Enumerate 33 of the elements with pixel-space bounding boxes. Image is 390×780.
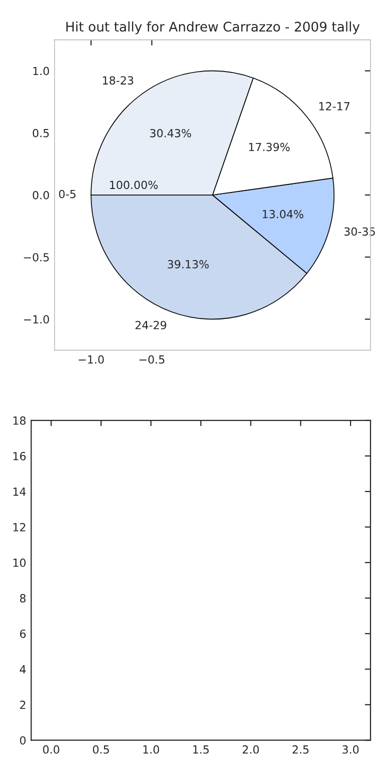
y-tick-label: 16	[13, 452, 26, 460]
y-tick-label: 2	[20, 700, 26, 709]
x-tick-label: 2.5	[292, 745, 309, 754]
y-tick-label: 18	[13, 416, 26, 425]
x-tick-label: 1.5	[193, 745, 209, 754]
x-tick-label: 0.0	[43, 745, 60, 754]
annotation: 100.00%	[110, 180, 158, 190]
slice-label: 12-17	[319, 102, 350, 110]
y-tick-label: 0.0	[32, 190, 49, 200]
y-tick-label: −1.0	[24, 315, 49, 324]
y-tick-label: 10	[13, 558, 26, 567]
y-tick-label: 14	[13, 488, 26, 496]
slice-label: 18-23	[103, 76, 134, 85]
y-tick-label: −0.5	[24, 253, 49, 262]
data-label: 30.43%	[150, 128, 192, 138]
chart-title: Hit out tally for Andrew Carrazzo - 2009 tally	[66, 21, 360, 34]
data-label: 13.04%	[262, 210, 304, 218]
y-tick-label: 4	[20, 665, 26, 674]
y-tick-label: 0.5	[32, 128, 49, 138]
slice-label: 30-35	[344, 227, 375, 236]
category-label: 0-5	[59, 190, 76, 198]
x-tick-label: 2.0	[242, 745, 259, 754]
x-tick-label: 1.0	[143, 745, 160, 754]
slice-label: 24-29	[136, 320, 166, 330]
y-tick-label: 1.0	[33, 66, 49, 76]
data-label: 17.39%	[249, 142, 290, 152]
y-tick-label: 6	[20, 630, 26, 638]
y-tick-label: 0	[20, 736, 26, 745]
x-tick-label: 0.5	[92, 745, 109, 754]
y-tick-label: 12	[13, 522, 26, 532]
x-tick-label: 3.0	[342, 745, 359, 754]
y-tick-label: 8	[20, 594, 26, 602]
data-label: 39.13%	[168, 260, 209, 268]
